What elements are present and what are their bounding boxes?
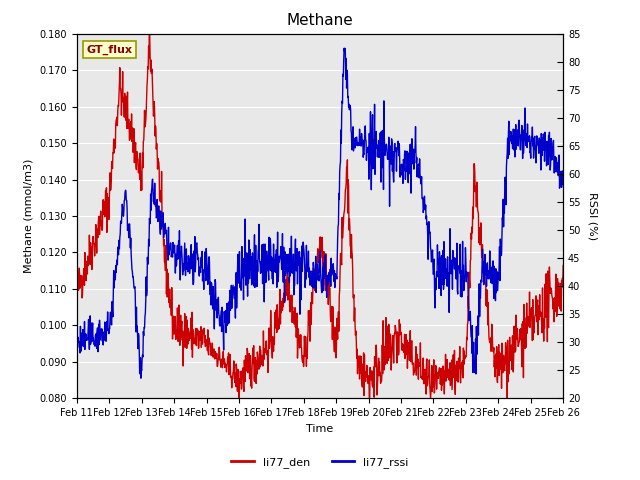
Title: Methane: Methane — [287, 13, 353, 28]
Y-axis label: RSSI (%): RSSI (%) — [588, 192, 597, 240]
Legend: li77_den, li77_rssi: li77_den, li77_rssi — [227, 452, 413, 472]
Text: GT_flux: GT_flux — [86, 45, 132, 55]
Y-axis label: Methane (mmol/m3): Methane (mmol/m3) — [24, 159, 34, 273]
X-axis label: Time: Time — [307, 424, 333, 433]
